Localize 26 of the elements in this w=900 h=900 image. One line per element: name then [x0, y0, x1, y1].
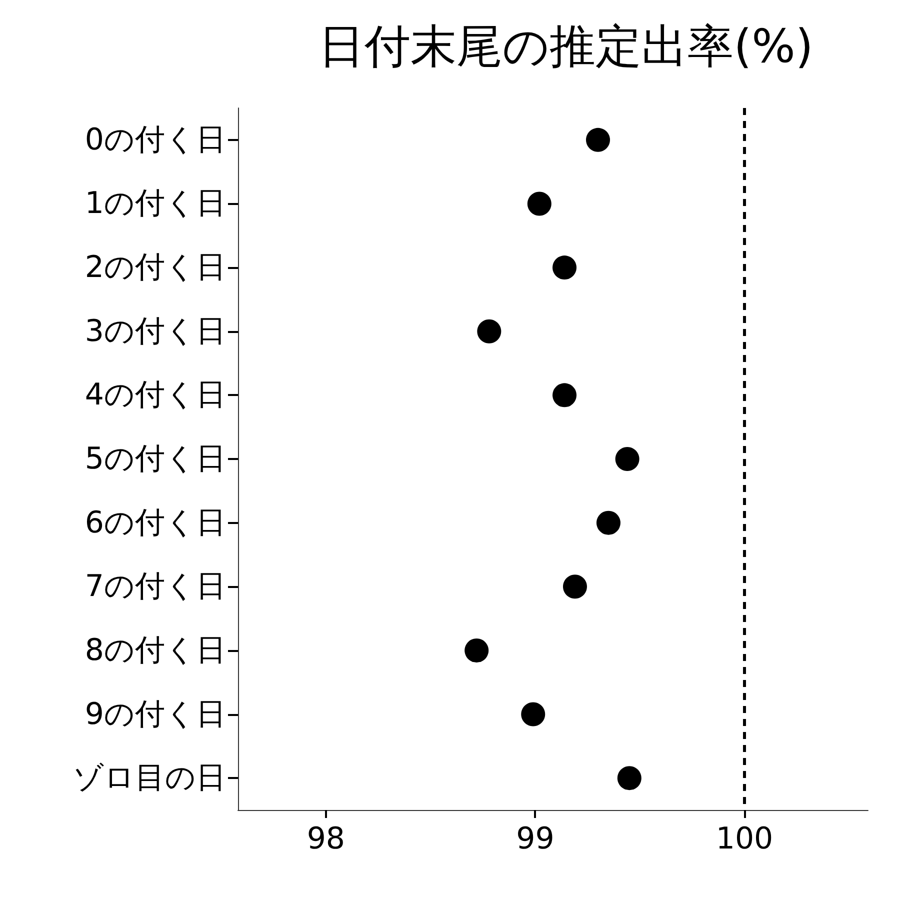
y-tick-label: 5の付く日	[84, 442, 226, 476]
point	[563, 574, 587, 599]
point	[615, 447, 640, 471]
x-tick-label: 98	[306, 822, 345, 856]
y-tick-label: 8の付く日	[84, 632, 226, 668]
x-tick-label: 99	[516, 822, 554, 856]
y-tick-label: ゾロ目の日	[73, 760, 226, 796]
point	[521, 702, 546, 726]
point	[464, 638, 489, 662]
point	[596, 510, 620, 535]
x-tick-label: 100	[716, 822, 774, 856]
point	[617, 766, 642, 790]
y-tick-label: 7の付く日	[84, 569, 226, 604]
y-tick-label: 9の付く日	[84, 696, 226, 732]
y-tick-label: 2の付く日	[84, 250, 226, 286]
y-tick-label: 4の付く日	[84, 378, 226, 413]
point	[552, 383, 577, 408]
y-tick-label: 0の付く日	[84, 122, 226, 158]
point	[552, 256, 577, 280]
point	[477, 319, 502, 344]
chart-title: 日付末尾の推定出率(%)	[318, 19, 814, 73]
y-tick-label: 6の付く日	[84, 505, 226, 540]
point	[586, 128, 610, 152]
y-tick-label: 3の付く日	[84, 314, 226, 349]
point	[527, 192, 552, 216]
y-tick-label: 1の付く日	[84, 186, 226, 222]
